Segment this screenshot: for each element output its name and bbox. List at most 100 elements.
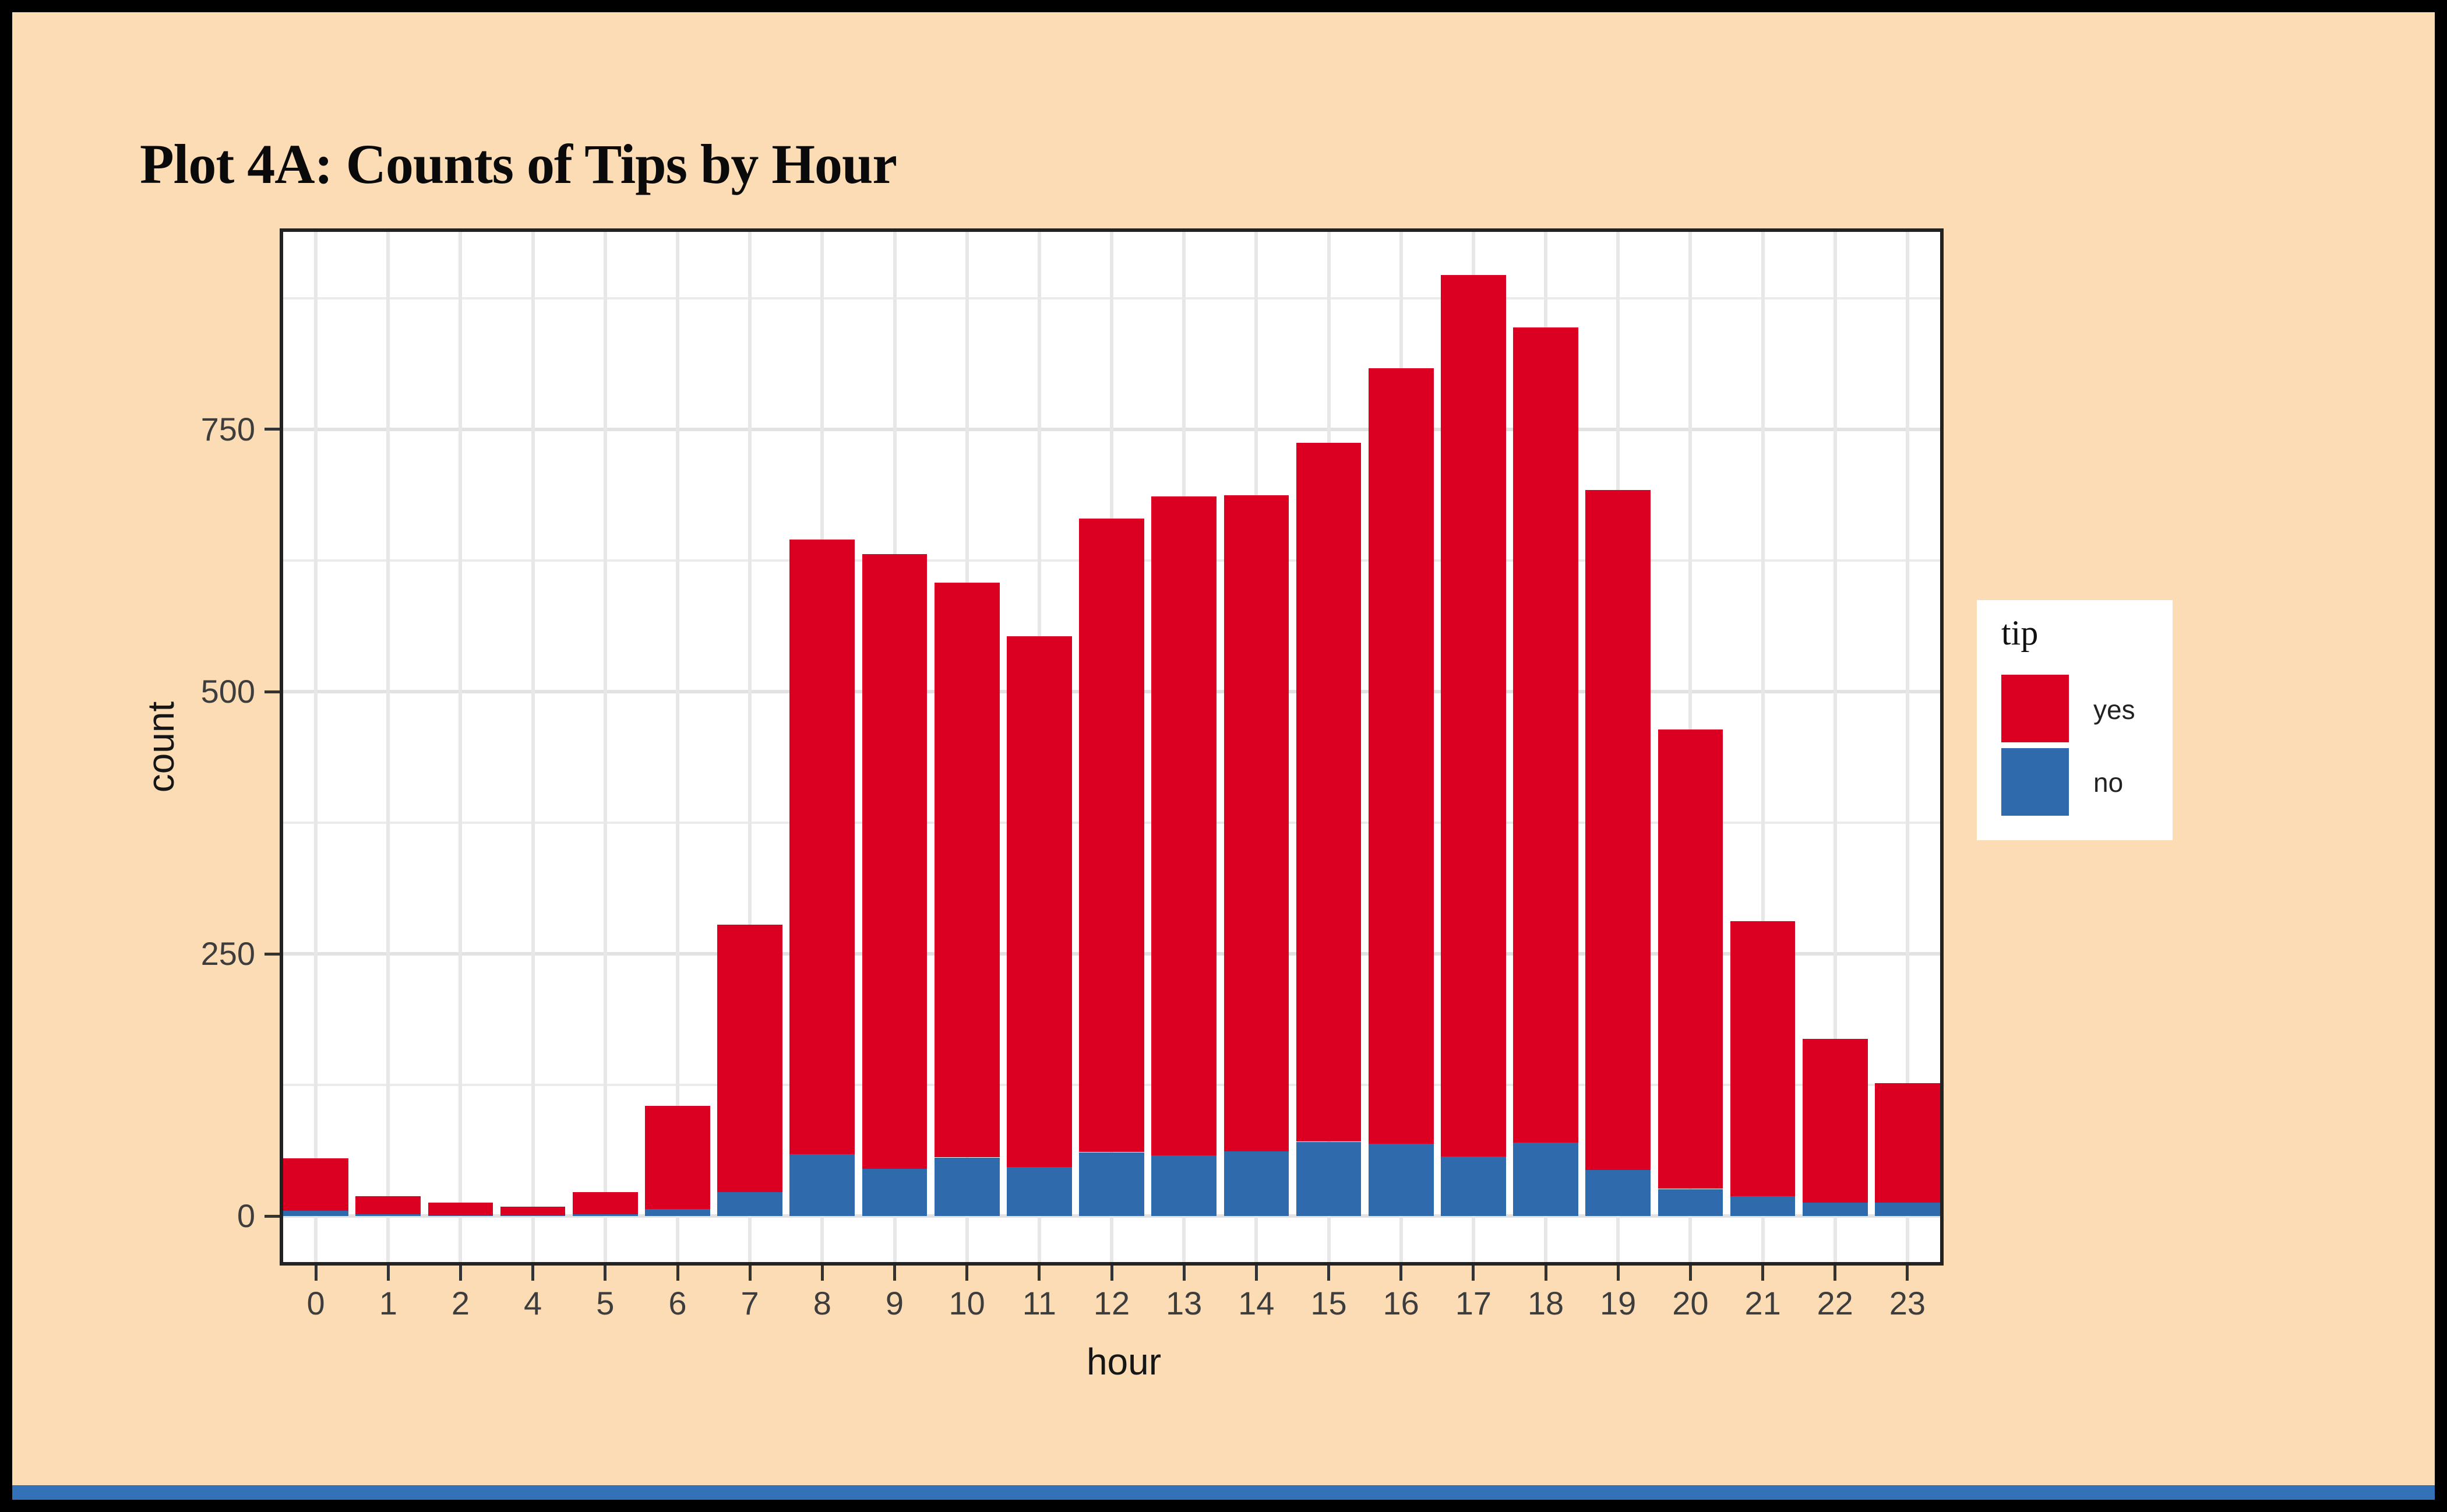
bar-hour-7-no: [717, 1192, 783, 1217]
x-tick-label-0: 0: [306, 1285, 325, 1321]
bar-hour-5-no: [572, 1214, 638, 1217]
bar-hour-6-yes: [645, 1106, 710, 1209]
x-tick-label-20: 20: [1672, 1285, 1709, 1321]
plot-title: Plot 4A: Counts of Tips by Hour: [140, 133, 897, 195]
bar-hour-14-no: [1224, 1151, 1289, 1217]
x-tick-label-2: 2: [451, 1285, 470, 1321]
y-tick-label-250: 250: [200, 935, 255, 972]
x-tick-label-21: 21: [1744, 1285, 1781, 1321]
legend-swatch-no: [2001, 748, 2069, 816]
y-tick-0: [265, 1214, 280, 1218]
x-tick-label-12: 12: [1093, 1285, 1130, 1321]
x-tick-label-9: 9: [885, 1285, 904, 1321]
bar-hour-17-no: [1441, 1156, 1506, 1217]
bar-hour-12-no: [1079, 1152, 1144, 1217]
legend-swatch-yes: [2001, 675, 2069, 742]
gridline-x-hour-2: [459, 228, 463, 1266]
x-tick-label-11: 11: [1022, 1285, 1056, 1321]
x-tick-13: [1182, 1266, 1186, 1281]
x-axis-title: hour: [1086, 1341, 1162, 1383]
x-tick-12: [1110, 1266, 1113, 1281]
bar-hour-14-yes: [1224, 495, 1289, 1151]
x-tick-label-22: 22: [1817, 1285, 1853, 1321]
x-tick-label-16: 16: [1383, 1285, 1419, 1321]
bar-hour-12-yes: [1079, 518, 1144, 1152]
bar-hour-9-no: [862, 1169, 928, 1217]
x-tick-16: [1399, 1266, 1403, 1281]
x-tick-0: [314, 1266, 318, 1281]
gridline-x-hour-1: [386, 228, 390, 1266]
bar-hour-23-yes: [1875, 1083, 1940, 1203]
bar-hour-11-yes: [1006, 636, 1072, 1167]
bar-hour-8-no: [789, 1154, 855, 1217]
gridline-x-hour-21: [1761, 228, 1765, 1266]
x-tick-label-15: 15: [1310, 1285, 1347, 1321]
y-tick-500: [265, 690, 280, 693]
x-tick-10: [965, 1266, 969, 1281]
x-tick-8: [820, 1266, 824, 1281]
bar-hour-2-no: [428, 1215, 493, 1217]
legend-title: tip: [2001, 614, 2039, 652]
bar-hour-20-yes: [1658, 729, 1723, 1189]
bar-hour-15-yes: [1296, 443, 1362, 1142]
x-tick-6: [676, 1266, 679, 1281]
bar-hour-16-no: [1368, 1144, 1434, 1217]
bar-hour-4-yes: [500, 1207, 566, 1215]
x-tick-23: [1906, 1266, 1909, 1281]
bar-hour-20-no: [1658, 1189, 1723, 1217]
gridline-x-hour-5: [603, 228, 607, 1266]
bar-hour-17-yes: [1441, 275, 1506, 1157]
legend-label-yes: yes: [2093, 695, 2135, 725]
x-tick-5: [604, 1266, 607, 1281]
x-tick-21: [1761, 1266, 1765, 1281]
x-tick-14: [1254, 1266, 1258, 1281]
x-tick-4: [531, 1266, 535, 1281]
bar-hour-1-yes: [355, 1196, 421, 1214]
bar-hour-18-no: [1513, 1143, 1578, 1217]
x-tick-label-17: 17: [1455, 1285, 1492, 1321]
x-tick-label-10: 10: [949, 1285, 985, 1321]
bar-hour-5-yes: [572, 1192, 638, 1214]
x-tick-label-13: 13: [1166, 1285, 1203, 1321]
bar-hour-18-yes: [1513, 327, 1578, 1143]
bar-hour-6-no: [645, 1208, 710, 1217]
bar-hour-13-yes: [1151, 496, 1217, 1155]
bar-hour-8-yes: [789, 539, 855, 1155]
gridline-x-hour-23: [1905, 228, 1909, 1266]
bar-hour-0-no: [283, 1211, 348, 1217]
legend-box: tip yes no: [1977, 600, 2173, 840]
y-tick-250: [265, 952, 280, 956]
bar-hour-13-no: [1151, 1155, 1217, 1217]
bar-hour-21-no: [1730, 1196, 1796, 1217]
x-tick-label-1: 1: [379, 1285, 397, 1321]
x-tick-label-19: 19: [1600, 1285, 1637, 1321]
x-tick-15: [1327, 1266, 1330, 1281]
x-tick-20: [1688, 1266, 1692, 1281]
x-tick-7: [748, 1266, 752, 1281]
x-tick-label-4: 4: [524, 1285, 542, 1321]
bar-hour-7-yes: [717, 924, 783, 1192]
x-tick-2: [459, 1266, 462, 1281]
bar-hour-21-yes: [1730, 921, 1796, 1197]
bar-hour-15-no: [1296, 1141, 1362, 1217]
bar-hour-19-no: [1585, 1170, 1651, 1217]
x-tick-9: [893, 1266, 896, 1281]
bar-hour-2-yes: [428, 1203, 493, 1215]
gridline-x-hour-0: [314, 228, 318, 1266]
x-tick-label-23: 23: [1889, 1285, 1926, 1321]
x-tick-1: [386, 1266, 390, 1281]
x-tick-label-18: 18: [1527, 1285, 1564, 1321]
bar-hour-11-no: [1006, 1166, 1072, 1217]
x-tick-label-8: 8: [813, 1285, 831, 1321]
chart-panel: [280, 228, 1944, 1266]
gridline-x-hour-22: [1833, 228, 1837, 1266]
bar-hour-1-no: [355, 1214, 421, 1217]
bar-hour-10-no: [934, 1157, 1000, 1217]
gridline-x-hour-7: [748, 228, 752, 1266]
x-tick-label-5: 5: [596, 1285, 615, 1321]
x-tick-22: [1834, 1266, 1837, 1281]
bar-hour-4-no: [500, 1215, 566, 1217]
x-tick-label-6: 6: [668, 1285, 687, 1321]
y-tick-label-0: 0: [237, 1197, 255, 1235]
x-tick-label-7: 7: [741, 1285, 759, 1321]
